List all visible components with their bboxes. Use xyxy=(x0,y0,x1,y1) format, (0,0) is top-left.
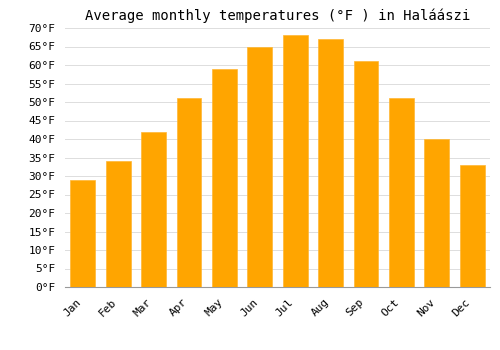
Bar xyxy=(176,98,202,287)
Bar xyxy=(318,39,343,287)
Bar xyxy=(106,161,130,287)
Bar xyxy=(460,165,484,287)
Bar xyxy=(354,61,378,287)
Bar xyxy=(212,69,237,287)
Bar xyxy=(70,180,95,287)
Bar xyxy=(389,98,414,287)
Bar xyxy=(283,35,308,287)
Title: Average monthly temperatures (°F ) in Haláászi: Average monthly temperatures (°F ) in Ha… xyxy=(85,8,470,23)
Bar xyxy=(141,132,166,287)
Bar xyxy=(424,139,450,287)
Bar xyxy=(248,47,272,287)
